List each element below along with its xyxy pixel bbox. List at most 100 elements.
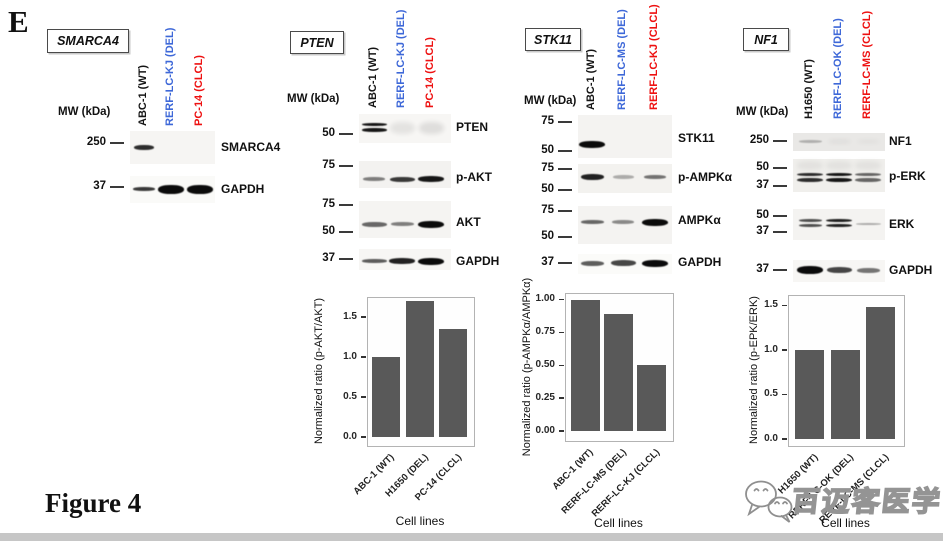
target-label: GAPDH xyxy=(221,182,265,196)
y-tick-label: 0.0 xyxy=(764,432,778,444)
mw-marker-tick xyxy=(339,231,353,233)
protein-band xyxy=(187,184,213,194)
mw-marker-tick xyxy=(773,185,787,187)
protein-band xyxy=(827,139,851,143)
mw-marker-tick xyxy=(773,140,787,142)
band-smear xyxy=(855,161,881,170)
lane-label: RERF-LC-MS (DEL) xyxy=(616,9,628,110)
protein-band xyxy=(644,175,666,179)
x-axis-title: Cell lines xyxy=(395,514,445,528)
gene-label-box: PTEN xyxy=(290,31,344,54)
lane-label: ABC-1 (WT) xyxy=(367,46,379,108)
protein-band xyxy=(797,178,823,182)
mw-header: MW (kDa) xyxy=(58,106,111,118)
y-tick-mark xyxy=(559,331,564,334)
protein-band xyxy=(361,123,387,126)
protein-band xyxy=(134,144,154,150)
mw-marker-value: 50 xyxy=(756,161,769,173)
chart-bar xyxy=(570,299,600,431)
mw-marker-value: 50 xyxy=(756,209,769,221)
mw-marker-value: 37 xyxy=(322,252,335,264)
band-smear xyxy=(826,161,852,170)
target-label: GAPDH xyxy=(456,254,500,268)
y-tick-mark xyxy=(559,430,564,432)
lane-label: ABC-1 (WT) xyxy=(137,64,149,126)
protein-band xyxy=(797,266,823,274)
protein-band xyxy=(797,173,823,176)
target-label: STK11 xyxy=(678,131,715,145)
mw-header: MW (kDa) xyxy=(524,95,577,107)
target-label: ERK xyxy=(889,217,915,231)
chart-bar xyxy=(372,357,400,437)
chart-bar xyxy=(865,307,895,439)
y-tick-label: 0.00 xyxy=(535,424,555,436)
mw-marker-tick xyxy=(339,165,353,167)
protein-band xyxy=(798,139,822,143)
y-tick-label: 0.75 xyxy=(535,325,555,337)
y-tick-mark xyxy=(361,356,366,358)
chart-bar xyxy=(636,365,666,431)
protein-band xyxy=(389,176,415,182)
protein-band xyxy=(158,184,184,194)
wechat-icon xyxy=(745,480,793,523)
lane-label: RERF-LC-KJ (DEL) xyxy=(164,27,176,126)
panel-letter: E xyxy=(8,4,29,39)
gene-label-box: NF1 xyxy=(743,28,789,51)
mw-marker-tick xyxy=(110,142,124,144)
mw-marker-value: 50 xyxy=(541,230,554,242)
protein-band xyxy=(579,140,605,148)
y-tick-label: 1.5 xyxy=(764,299,778,311)
bottom-bar xyxy=(0,533,943,541)
blot-strip xyxy=(359,161,451,188)
y-tick-label: 0.50 xyxy=(535,358,555,370)
mw-marker-value: 50 xyxy=(322,127,335,139)
lane-label: RERF-LC-KJ (DEL) xyxy=(395,9,407,108)
protein-band xyxy=(798,219,822,222)
y-tick-label: 1.5 xyxy=(343,310,357,322)
protein-band xyxy=(855,223,881,225)
mw-marker-value: 250 xyxy=(749,134,769,146)
target-label: p-AMPKα xyxy=(678,170,733,184)
mw-marker-tick xyxy=(110,186,124,188)
protein-band xyxy=(361,259,387,263)
chart-bar xyxy=(604,314,633,431)
protein-band xyxy=(855,178,881,182)
target-label: p-ERK xyxy=(889,169,926,183)
protein-band xyxy=(855,173,881,176)
mw-marker-tick xyxy=(339,204,353,206)
mw-marker-value: 75 xyxy=(541,204,554,216)
protein-band xyxy=(826,173,852,176)
mw-marker-tick xyxy=(558,168,572,170)
mw-marker-tick xyxy=(558,121,572,123)
protein-band xyxy=(612,220,634,224)
y-tick-mark xyxy=(361,436,366,438)
mw-marker-value: 37 xyxy=(541,256,554,268)
y-tick-mark xyxy=(782,349,787,351)
mw-marker-tick xyxy=(773,269,787,271)
protein-band xyxy=(642,259,668,267)
mw-header: MW (kDa) xyxy=(736,106,789,118)
protein-band xyxy=(363,177,385,181)
lane-label: RERF-LC-KJ (CLCL) xyxy=(648,4,660,110)
mw-marker-value: 50 xyxy=(322,225,335,237)
target-label: PTEN xyxy=(456,120,489,134)
x-axis-title: Cell lines xyxy=(821,516,870,530)
y-tick-label: 0.5 xyxy=(343,390,357,402)
target-label: GAPDH xyxy=(889,263,933,277)
x-axis-title: Cell lines xyxy=(594,516,643,530)
mw-marker-tick xyxy=(339,133,353,135)
y-tick-mark xyxy=(559,364,564,367)
lane-label: H1650 (WT) xyxy=(803,59,815,119)
y-tick-label: 0.25 xyxy=(535,391,555,403)
y-tick-mark xyxy=(782,304,787,307)
figure-caption: Figure 4 xyxy=(45,488,142,518)
mw-marker-tick xyxy=(558,236,572,238)
gene-label-box: STK11 xyxy=(525,28,581,51)
y-tick-mark xyxy=(782,438,787,440)
protein-band xyxy=(580,220,604,224)
protein-band xyxy=(580,260,604,266)
y-tick-label: 0.5 xyxy=(764,388,778,400)
y-tick-label: 1.0 xyxy=(343,350,357,362)
band-smear xyxy=(797,161,823,170)
mw-marker-value: 37 xyxy=(756,263,769,275)
